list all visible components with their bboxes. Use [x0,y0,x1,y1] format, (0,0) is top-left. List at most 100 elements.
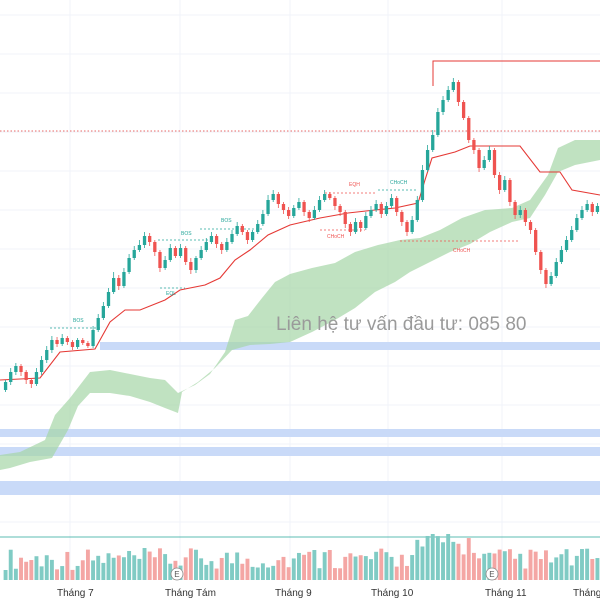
volume-bar [3,570,8,580]
candle-body [348,224,353,232]
volume-bar [574,555,579,580]
candle-body [580,210,584,218]
candle-body [595,206,600,212]
candle-body [477,150,481,168]
volume-bar [312,550,317,580]
candle-body [132,250,136,258]
candle-body [292,208,296,216]
watermark-text: Liên hệ tư vấn đầu tư: 085 80 [276,314,526,335]
x-tick-label: Tháng M [573,588,600,599]
candle-body [19,366,23,372]
demand-zones [0,342,600,495]
volume-bar [358,555,363,580]
structure-label: BOS [73,318,84,324]
candle-body [9,372,13,382]
volume-bar [44,555,49,580]
candle-body [101,306,106,318]
candle-body [178,248,183,256]
volume-bar [379,548,384,580]
x-tick-label: Tháng 7 [57,588,94,599]
volume-bar [65,551,70,580]
candle-body [199,250,203,258]
candle-body [544,270,548,284]
structure-label: CHoCH [327,234,345,240]
earnings-badge[interactable]: E [485,567,499,581]
volume-bar [219,557,224,580]
candle-body [549,276,553,284]
candle-body [302,202,306,212]
candle-body [359,222,363,228]
volume-bar [34,556,39,580]
candle-body [415,200,419,220]
candle-body [467,118,471,140]
volume-bar [451,541,456,580]
earnings-badge-circle [170,567,184,581]
candle-body [400,212,404,222]
volume-bar [49,559,54,580]
candle-body [297,202,301,208]
x-axis: Tháng 7 Tháng Tám Tháng 9 Tháng 10 Tháng… [57,588,600,599]
candle-body [81,340,85,343]
candle-body [34,372,39,384]
candle-body [250,232,255,240]
volume-bar [291,558,296,580]
volume-bar [580,549,584,580]
zone-band [0,429,600,437]
volume-bar [502,551,507,580]
candle-body [492,150,497,175]
candle-body [461,102,466,118]
volume-bar [518,553,523,580]
candle-body [214,236,219,244]
candle-body [534,230,538,252]
volume-bar [8,549,13,580]
candle-body [3,382,8,390]
candle-body [168,248,172,260]
volume-bar [70,569,75,580]
volume-bar [158,548,162,580]
x-tick-label: Tháng 9 [275,588,312,599]
candle-body [513,202,517,215]
volume-bar [430,534,435,580]
candle-body [487,150,491,160]
volume-bar [245,558,250,580]
volume-bar [281,556,286,580]
volume-bar [260,563,265,580]
candle-body [50,340,54,350]
volume-bar [415,539,420,580]
candle-body [153,242,157,252]
structure-label: BOS [221,218,232,224]
volume-bar [322,552,327,580]
volume-bar [13,568,18,580]
volume-bar [204,564,209,580]
volume-bar [29,560,34,580]
x-tick-label: Tháng Tám [165,588,216,599]
volume-bar [590,558,595,580]
candle-body [364,216,368,228]
volume-bar [595,558,600,580]
volume-bar [235,552,240,580]
candle-body [245,232,250,240]
candle-body [286,210,291,216]
volume-bar [523,568,528,580]
candle-body [497,175,502,190]
volume-bar [435,536,440,580]
candle-body [374,204,378,210]
candle-body [276,194,280,204]
volume-bar [183,557,188,580]
candle-body [256,224,260,232]
volume-bar [106,553,111,580]
volume-bar [410,555,415,580]
candle-body [235,226,239,234]
volume-bar [296,552,301,580]
volume-bar [101,562,106,580]
volume-bar [163,554,168,580]
candle-body [112,278,116,292]
candle-body [266,200,270,214]
earnings-badge-label: E [489,570,494,579]
volume-bar [477,558,482,580]
structure-label: EQH [349,182,360,188]
volume-bar [456,543,461,580]
candle-body [441,100,445,112]
earnings-badge[interactable]: E [170,567,184,581]
volume-bar [497,549,502,580]
